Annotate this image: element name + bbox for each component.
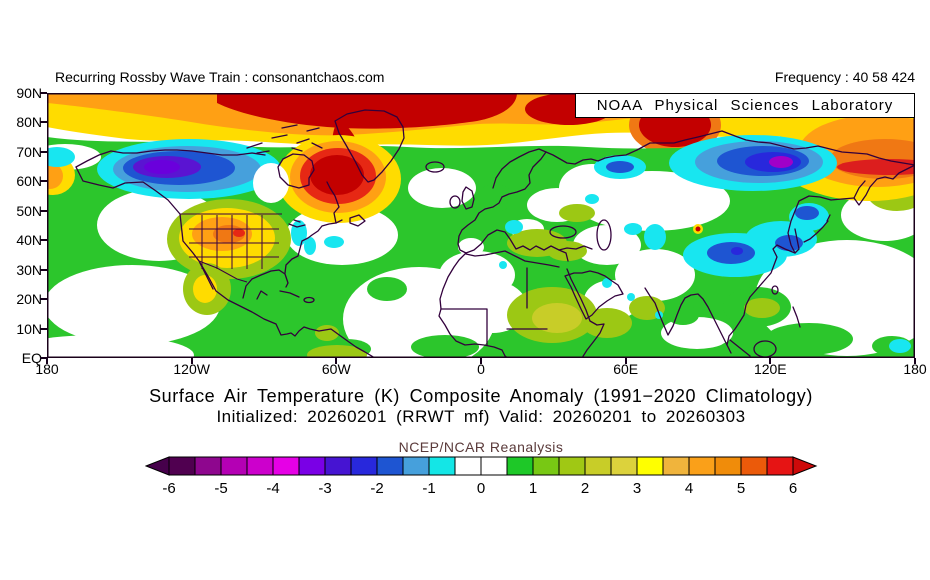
- colorbar-segment: [506, 456, 534, 476]
- lat-tick: [40, 92, 47, 94]
- colorbar-tick-label: 0: [477, 480, 485, 497]
- lat-tick-label: 30N: [16, 261, 42, 278]
- colorbar-title: NCEP/NCAR Reanalysis: [398, 439, 564, 455]
- lon-tick-label: 0: [477, 361, 485, 377]
- colorbar-segment: [350, 456, 378, 476]
- colorbar-segment: [766, 456, 794, 476]
- lat-tick: [40, 357, 47, 359]
- lon-tick: [914, 358, 916, 364]
- map-frame: [47, 93, 915, 358]
- colorbar-segment: [714, 456, 742, 476]
- coastlines: [75, 109, 916, 359]
- colorbar-segment: [610, 456, 638, 476]
- colorbar-segment: [584, 456, 612, 476]
- lat-tick-label: 70N: [16, 143, 42, 160]
- colorbar-svg: -6 -5 -4 -3 -2 -1 0 1 2 3 4 5 6: [145, 456, 818, 497]
- lat-tick-label: 20N: [16, 291, 42, 308]
- lon-tick-label: 60W: [321, 361, 351, 377]
- green-patches: [323, 184, 912, 359]
- header-frequency-label: Frequency : 40 58 424: [774, 69, 915, 85]
- lat-tick-label: 10N: [16, 320, 42, 337]
- colorbar-tick-label: 2: [581, 480, 589, 497]
- lon-tick-label: 120W: [173, 361, 210, 377]
- us-state-borders: [180, 213, 282, 283]
- colorbar-segment: [454, 456, 482, 476]
- colorbar-segment: [740, 456, 768, 476]
- lat-tick: [40, 121, 47, 124]
- warm-anomaly-features: [31, 105, 930, 315]
- lat-tick-label: 50N: [16, 202, 42, 219]
- lat-tick: [40, 298, 47, 301]
- colorbar-tick-label: 1: [529, 480, 537, 497]
- colorbar-tick-label: -2: [370, 480, 383, 497]
- lat-tick: [40, 239, 47, 242]
- lat-tick-label: 40N: [16, 232, 42, 249]
- colorbar-tick-label: -4: [266, 480, 279, 497]
- colorbar-tick-label: 3: [633, 480, 641, 497]
- lat-tick: [40, 209, 47, 212]
- lat-tick-label: EQ: [21, 350, 42, 366]
- lon-tick: [769, 358, 772, 364]
- lon-tick: [190, 358, 193, 364]
- colorbar-segment: [688, 456, 716, 476]
- colorbar-segment: [480, 456, 508, 476]
- lat-tick: [40, 150, 47, 153]
- lat-tick-label: 80N: [16, 114, 42, 131]
- header-site-label: Recurring Rossby Wave Train : consonantc…: [55, 69, 385, 85]
- colorbar-segment: [272, 456, 300, 476]
- colorbar-segment: [428, 456, 456, 476]
- colorbar-segment: [168, 456, 196, 476]
- lat-tick: [40, 268, 47, 271]
- plot-title: Surface Air Temperature (K) Composite An…: [149, 386, 813, 406]
- lon-tick-label: 180: [35, 361, 59, 377]
- colorbar-segment: [636, 456, 664, 476]
- colorbar-segment: [220, 456, 248, 476]
- lon-tick: [46, 358, 48, 364]
- lon-tick: [624, 358, 627, 364]
- colorbar-tick-label: 6: [789, 480, 797, 497]
- cold-anomaly-features: [39, 135, 911, 353]
- colorbar-tick-label: -3: [318, 480, 331, 497]
- plot-subtitle: Initialized: 20260201 (RRWT mf) Valid: 2…: [216, 407, 746, 426]
- colorbar-segment: [376, 456, 404, 476]
- colorbar-segment: [324, 456, 352, 476]
- colorbar-tick-label: -1: [422, 480, 435, 497]
- lon-tick: [480, 358, 482, 364]
- lon-tick: [335, 358, 338, 364]
- colorbar-segment: [298, 456, 326, 476]
- lon-tick-label: 60E: [613, 361, 639, 377]
- colorbar-segment: [532, 456, 560, 476]
- lon-tick-label: 120E: [753, 361, 787, 377]
- colorbar-segment: [662, 456, 690, 476]
- colorbar-segment: [246, 456, 274, 476]
- colorbar-tick-label: -5: [214, 480, 227, 497]
- map-area: [4, 93, 930, 375]
- world-map-svg: [4, 93, 930, 375]
- colorbar-tick-label: 4: [685, 480, 693, 497]
- lat-tick: [40, 180, 47, 183]
- colorbar-tick-label: 5: [737, 480, 745, 497]
- colorbar-left-arrow: [145, 456, 170, 476]
- lon-tick-label: 180: [903, 361, 927, 377]
- lat-tick: [40, 327, 47, 330]
- noaa-credit-box: NOAA Physical Sciences Laboratory: [575, 93, 915, 118]
- colorbar-right-arrow: [792, 456, 818, 476]
- colorbar-segment: [402, 456, 430, 476]
- colorbar-tick-label: -6: [162, 480, 175, 497]
- lat-tick-label: 60N: [16, 173, 42, 190]
- lat-tick-label: 90N: [16, 85, 42, 101]
- colorbar-segment: [558, 456, 586, 476]
- colorbar-segment: [194, 456, 222, 476]
